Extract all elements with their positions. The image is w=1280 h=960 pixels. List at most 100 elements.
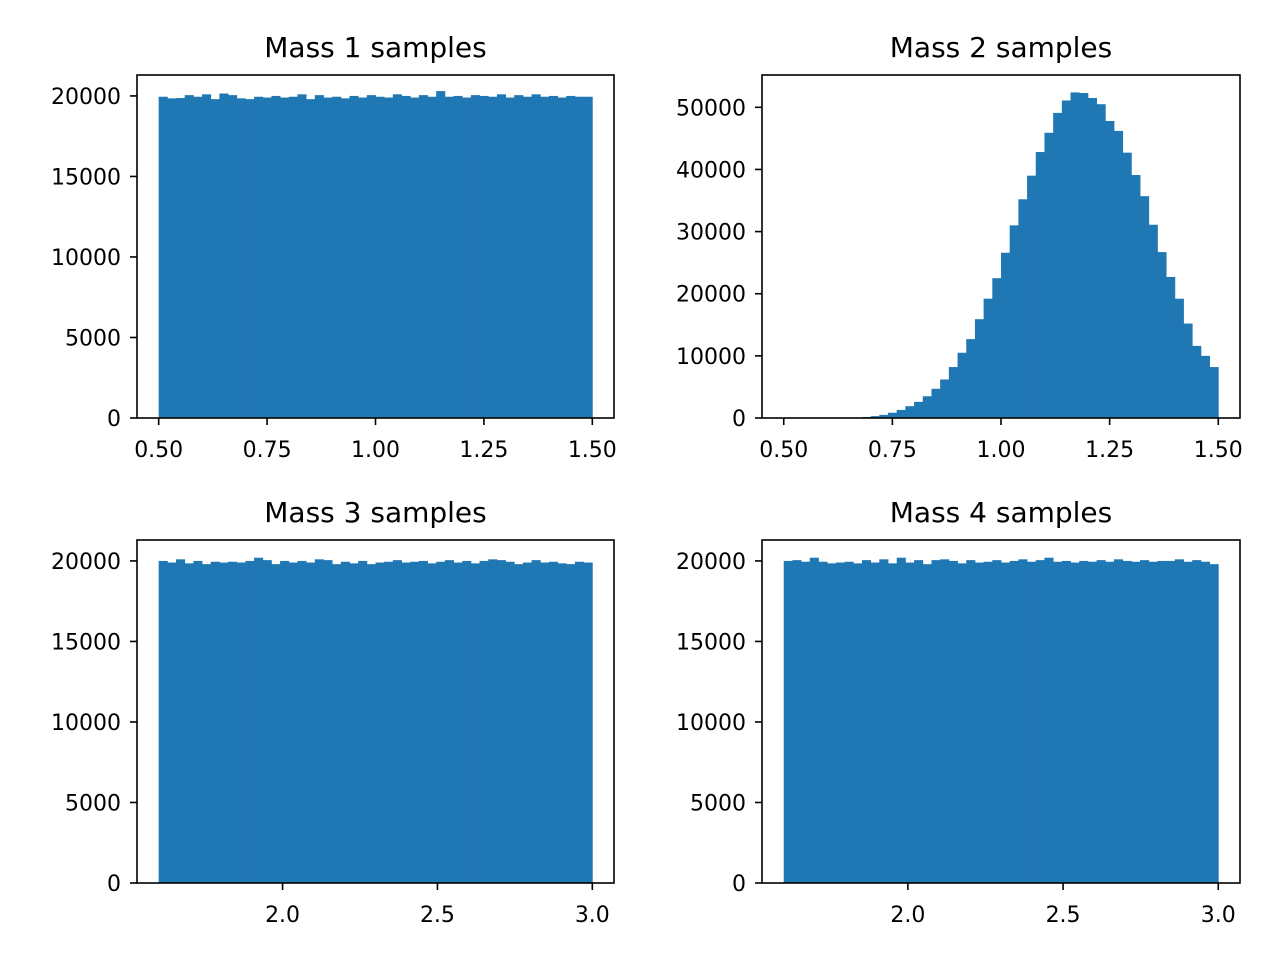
chart-title-mass-4: Mass 4 samples	[890, 496, 1113, 529]
histogram-bar	[297, 560, 307, 883]
histogram-bar	[1053, 112, 1063, 419]
histogram-bar	[479, 95, 489, 419]
histogram-bar	[323, 560, 333, 883]
histogram-bar	[340, 561, 350, 883]
histogram-bar	[219, 562, 229, 883]
histogram-bar	[522, 562, 533, 883]
histogram-bar	[401, 95, 411, 419]
histogram-bar	[566, 564, 576, 883]
histogram-bar	[427, 563, 437, 883]
histogram-bar	[470, 563, 480, 883]
histogram-bar	[210, 561, 220, 883]
x-tick-label: 3.0	[1201, 903, 1236, 928]
histogram-bar	[896, 409, 906, 418]
histogram-bar	[1166, 276, 1176, 418]
histogram-bar	[236, 562, 246, 883]
histogram-bar	[1018, 199, 1028, 418]
histogram-bar	[957, 563, 967, 883]
histogram-bar	[1027, 561, 1037, 883]
histogram-bar	[314, 559, 324, 883]
y-tick-label: 10000	[51, 246, 121, 271]
histogram-bar	[1183, 561, 1193, 883]
histogram-bar	[505, 561, 515, 883]
histogram-bar	[271, 564, 281, 883]
histogram-bar	[974, 562, 985, 883]
histogram-bar	[992, 560, 1002, 883]
histogram-bar	[193, 96, 203, 419]
histogram-bar	[801, 561, 811, 883]
histogram-bar	[574, 561, 585, 883]
histogram-bar	[1209, 367, 1219, 418]
histogram-bar	[496, 94, 506, 418]
histogram-bar	[1079, 560, 1089, 883]
x-tick-label: 1.00	[977, 438, 1026, 463]
histogram-bar	[931, 388, 941, 418]
histogram-bar	[332, 564, 342, 883]
y-tick-label: 20000	[51, 85, 121, 110]
bars-mass-4	[783, 557, 1219, 883]
histogram-bar	[879, 559, 889, 883]
histogram-bar	[1183, 323, 1193, 418]
histogram-bar	[827, 563, 837, 883]
histogram-bar	[418, 95, 428, 418]
histogram-bar	[1001, 252, 1011, 418]
histogram-bar	[853, 563, 863, 883]
histogram-bar	[297, 94, 307, 418]
histogram-bar	[184, 95, 194, 418]
histogram-bar	[888, 563, 898, 883]
histogram-bar	[462, 560, 472, 883]
subplot-mass-1: 0.50 0.75 1.00 1.25 1.50 0 5000 10000 15000 20000…	[51, 31, 617, 463]
histogram-bar	[514, 564, 524, 883]
y-tick-label: 0	[732, 872, 746, 897]
histogram-bar	[245, 560, 255, 883]
x-tick-label: 0.50	[134, 438, 183, 463]
histogram-bar	[966, 339, 976, 418]
histogram-bar	[983, 561, 993, 883]
x-tick-label: 0.50	[759, 438, 808, 463]
histogram-bar	[557, 97, 567, 418]
histogram-bar	[1131, 561, 1141, 883]
histogram-bar	[392, 560, 402, 883]
histogram-bar	[453, 562, 463, 883]
y-tick-label: 40000	[676, 158, 746, 183]
histogram-bar	[228, 95, 238, 418]
histogram-bar	[366, 564, 376, 883]
histogram-bar	[202, 94, 212, 418]
histogram-bar	[193, 560, 203, 883]
histogram-bar	[1079, 93, 1089, 419]
histogram-bar	[418, 560, 428, 883]
chart-title-mass-2: Mass 2 samples	[890, 31, 1113, 64]
histogram-bar	[219, 93, 229, 419]
histogram-bar	[479, 560, 489, 883]
histogram-bar	[366, 95, 376, 418]
histogram-bar	[1018, 559, 1028, 883]
axes-frame-mass-4	[761, 539, 1241, 884]
histogram-bar	[167, 98, 177, 418]
histogram-bar	[176, 98, 186, 418]
histogram-bar	[540, 96, 550, 419]
histogram-bar	[184, 563, 194, 883]
histogram-bar	[158, 560, 168, 883]
chart-title-mass-3: Mass 3 samples	[264, 496, 487, 529]
x-tick-label: 1.50	[568, 438, 617, 463]
y-tick-label: 0	[107, 872, 121, 897]
histogram-bar	[384, 561, 394, 883]
histogram-bar	[340, 98, 350, 418]
histogram-bar	[392, 94, 402, 418]
histogram-bar	[1200, 561, 1210, 883]
ticks-mass-1: 0.50 0.75 1.00 1.25 1.50 0 5000 10000 15000 20000	[51, 85, 617, 463]
histogram-bar	[323, 97, 333, 418]
histogram-bar	[453, 95, 463, 419]
histogram-bar	[332, 96, 342, 419]
histogram-bar	[1192, 345, 1202, 418]
histogram-bar	[522, 96, 533, 419]
subplot-mass-2: 0.50 0.75 1.00 1.25 1.50 0 10000 20000 30000 4000…	[676, 31, 1243, 463]
histogram-bar	[1157, 560, 1167, 883]
histogram-bar	[254, 557, 264, 883]
y-tick-label: 5000	[690, 791, 746, 816]
y-tick-label: 0	[107, 407, 121, 432]
histogram-bar	[314, 95, 324, 418]
y-tick-label: 5000	[65, 791, 121, 816]
y-tick-label: 30000	[676, 221, 746, 246]
